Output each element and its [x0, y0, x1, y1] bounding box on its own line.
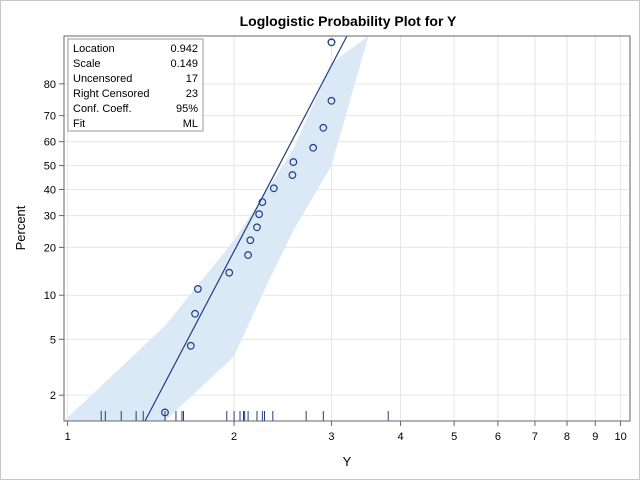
y-tick-label: 5	[50, 334, 56, 346]
data-point	[289, 158, 298, 166]
x-tick-label: 7	[532, 431, 538, 443]
stats-value: 95%	[176, 103, 198, 115]
stats-value: 0.942	[170, 43, 198, 55]
stats-value: 17	[186, 73, 198, 85]
y-tick-label: 60	[44, 137, 56, 149]
data-point	[258, 198, 267, 207]
x-tick-label: 4	[397, 431, 403, 443]
x-tick-label: 3	[328, 431, 334, 443]
y-axis: 2 5 10 20 30 40 50 60 70 80	[44, 79, 64, 402]
stats-inset: Location 0.942 Scale 0.149 Uncensored 17 Right…	[67, 38, 204, 132]
y-tick-label: 20	[44, 242, 56, 254]
stats-label: Location	[73, 43, 115, 55]
x-axis-label: Y	[343, 454, 352, 469]
y-tick-label: 50	[44, 161, 56, 173]
data-point	[269, 184, 278, 193]
x-tick-label: 9	[592, 431, 598, 443]
fit-line-group	[144, 35, 348, 422]
y-tick-label: 80	[44, 79, 56, 91]
x-tick-label: 5	[451, 431, 457, 443]
stats-label: Uncensored	[73, 73, 132, 85]
stats-rows: Location 0.942 Scale 0.149 Uncensored 17 Right…	[73, 43, 198, 130]
x-tick-label: 6	[495, 431, 501, 443]
stats-value: ML	[183, 118, 198, 130]
chart-title: Loglogistic Probability Plot for Y	[240, 13, 457, 29]
data-point	[253, 223, 261, 232]
stats-value: 23	[186, 88, 198, 100]
fit-line	[144, 35, 348, 422]
data-point	[319, 123, 328, 132]
x-tick-label: 2	[231, 431, 237, 443]
y-tick-label: 40	[44, 185, 56, 197]
data-point	[255, 210, 264, 219]
stats-value: 0.149	[170, 58, 198, 70]
y-tick-label: 2	[50, 390, 56, 402]
y-tick-label: 10	[44, 290, 56, 302]
y-tick-label: 30	[44, 211, 56, 223]
data-point	[327, 38, 336, 47]
data-point	[246, 236, 255, 245]
data-point	[244, 251, 252, 259]
data-point	[186, 341, 195, 350]
stats-label: Conf. Coeff.	[73, 103, 132, 115]
confidence-band-area	[64, 36, 369, 421]
x-tick-label: 1	[65, 431, 71, 443]
plot-area	[63, 35, 631, 422]
stats-label: Right Censored	[73, 88, 149, 100]
x-tick-label: 10	[614, 431, 626, 443]
stats-label: Fit	[73, 118, 85, 130]
data-point	[327, 96, 336, 105]
plot-border	[63, 35, 631, 422]
confidence-band	[64, 36, 369, 421]
stats-inset-border	[67, 38, 204, 132]
data-point	[225, 268, 234, 277]
rug-marks	[100, 411, 389, 421]
data-point	[191, 309, 199, 318]
y-axis-label: Percent	[13, 205, 28, 250]
data-point	[309, 143, 318, 152]
data-points	[161, 38, 336, 417]
stats-label: Scale	[73, 58, 101, 70]
x-axis: 1 2 3 4 5 6 7 8 9 10	[65, 421, 627, 443]
data-point	[288, 171, 297, 179]
x-tick-label: 8	[564, 431, 570, 443]
y-tick-label: 70	[44, 111, 56, 123]
data-point	[193, 285, 202, 293]
